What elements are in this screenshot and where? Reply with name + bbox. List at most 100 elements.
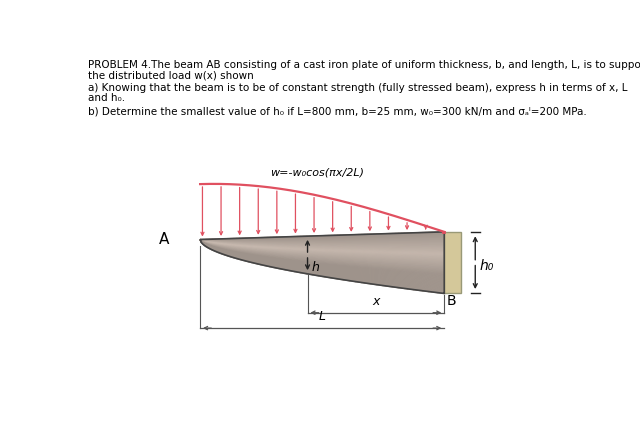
Polygon shape [426,232,429,291]
Polygon shape [258,238,261,265]
Polygon shape [200,238,444,241]
Polygon shape [282,237,285,270]
Polygon shape [435,232,438,293]
Polygon shape [285,237,289,271]
Polygon shape [240,238,243,260]
Polygon shape [399,233,401,288]
Polygon shape [334,235,337,279]
Polygon shape [200,239,444,280]
Polygon shape [359,234,362,283]
Polygon shape [276,237,280,269]
Polygon shape [328,236,332,278]
Bar [444,232,461,294]
Polygon shape [200,239,444,242]
Text: L: L [319,310,326,323]
Polygon shape [200,239,444,285]
Polygon shape [200,239,444,261]
Polygon shape [408,233,411,289]
Polygon shape [200,239,444,250]
Polygon shape [200,233,444,239]
Polygon shape [200,239,444,269]
Text: B: B [447,294,456,308]
Polygon shape [387,234,389,286]
Polygon shape [264,237,268,266]
Polygon shape [200,239,444,290]
Polygon shape [307,236,310,274]
Polygon shape [292,236,295,271]
Polygon shape [413,233,417,290]
Polygon shape [261,238,264,265]
Polygon shape [237,238,240,260]
Polygon shape [298,236,301,273]
Polygon shape [200,239,444,273]
Polygon shape [289,237,292,271]
Text: the distributed load w(x) shown: the distributed load w(x) shown [88,70,253,80]
Polygon shape [200,239,444,294]
Polygon shape [200,239,444,270]
Polygon shape [200,239,444,288]
Polygon shape [374,234,377,285]
Polygon shape [368,234,371,284]
Text: and h₀.: and h₀. [88,93,125,103]
Polygon shape [356,235,359,282]
Polygon shape [228,239,230,257]
Polygon shape [344,235,347,280]
Polygon shape [377,234,380,285]
Polygon shape [225,239,228,256]
Text: PROBLEM 4.The beam AB consisting of a cast iron plate of uniform thickness, b, a: PROBLEM 4.The beam AB consisting of a ca… [88,60,640,70]
Polygon shape [200,239,444,244]
Polygon shape [441,232,444,294]
Polygon shape [255,238,258,264]
Polygon shape [216,239,218,253]
Polygon shape [209,239,212,250]
Polygon shape [417,232,420,291]
Polygon shape [200,239,444,259]
Text: h: h [312,261,319,274]
Polygon shape [200,239,444,253]
Polygon shape [200,239,203,244]
Polygon shape [212,239,216,251]
Polygon shape [423,232,426,291]
Polygon shape [200,239,444,248]
Polygon shape [347,235,349,281]
Polygon shape [200,232,444,239]
Polygon shape [200,239,444,263]
Polygon shape [200,239,444,267]
Polygon shape [200,239,444,265]
Polygon shape [206,239,209,248]
Polygon shape [200,239,444,246]
Polygon shape [218,239,221,253]
Polygon shape [380,234,383,285]
Polygon shape [365,234,368,284]
Polygon shape [389,233,392,287]
Polygon shape [200,239,444,260]
Polygon shape [200,239,444,254]
Polygon shape [353,235,356,281]
Polygon shape [313,236,316,275]
Polygon shape [200,239,444,287]
Polygon shape [200,239,444,271]
Polygon shape [230,239,234,258]
Polygon shape [316,236,319,276]
Polygon shape [319,236,322,276]
Polygon shape [337,235,340,279]
Text: h₀: h₀ [480,259,494,273]
Polygon shape [383,234,387,286]
Polygon shape [340,235,344,280]
Polygon shape [200,239,444,249]
Polygon shape [200,239,444,279]
Polygon shape [280,237,282,269]
Polygon shape [295,236,298,272]
Polygon shape [438,232,441,293]
Polygon shape [252,238,255,263]
Polygon shape [270,237,273,267]
Polygon shape [200,239,444,255]
Polygon shape [371,234,374,284]
Polygon shape [200,239,444,246]
Polygon shape [200,239,444,284]
Polygon shape [200,239,444,282]
Polygon shape [246,238,249,262]
Polygon shape [200,239,444,252]
Polygon shape [304,236,307,274]
Polygon shape [249,238,252,263]
